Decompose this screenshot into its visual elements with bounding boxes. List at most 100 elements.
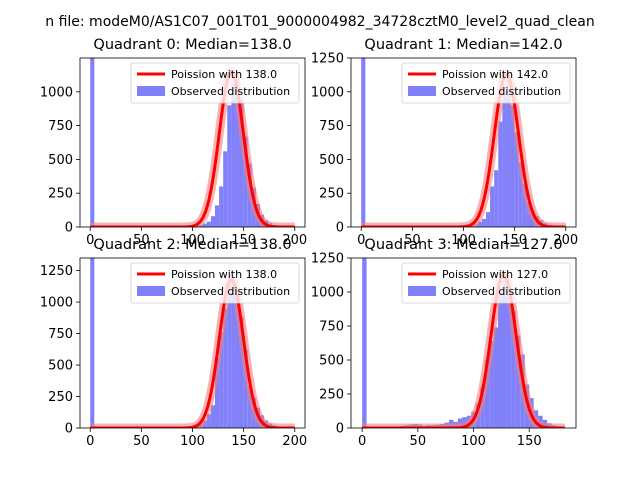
histogram-bar (494, 170, 499, 227)
y-tick-label: 500 (319, 153, 344, 168)
histogram-bar (235, 79, 240, 227)
legend-label-curve: Poission with 142.0 (442, 68, 548, 81)
x-tick-label: 0 (357, 233, 365, 248)
subplot-title: Quadrant 0: Median=138.0 (93, 37, 291, 53)
x-tick-label: 150 (231, 233, 256, 248)
legend-label-hist: Observed distribution (171, 85, 290, 98)
y-tick-label: 750 (319, 320, 344, 335)
poisson-curve (361, 272, 566, 428)
histogram-bar (510, 105, 515, 227)
y-tick-label: 1000 (40, 85, 73, 100)
histogram-bar (490, 186, 495, 227)
histogram-bar (210, 216, 215, 227)
histogram-bar (522, 183, 527, 227)
histogram-bar (231, 83, 236, 227)
y-tick-label: 250 (319, 388, 344, 403)
histogram-bar (227, 105, 232, 227)
zero-spike-bar (361, 58, 366, 227)
histogram-bar (206, 221, 211, 227)
y-tick-label: 0 (336, 221, 344, 236)
legend-hist-swatch (137, 86, 165, 96)
x-tick-label: 0 (86, 434, 94, 449)
figure-suptitle: n file: modeM0/AS1C07_001T01_9000004982_… (45, 14, 594, 30)
zero-spike-bar (90, 258, 95, 428)
x-tick-label: 200 (282, 434, 307, 449)
histogram-bar (515, 335, 521, 428)
histogram-bar (235, 289, 240, 428)
legend-box (401, 62, 571, 104)
x-tick-label: 200 (553, 233, 578, 248)
histogram-bar (239, 317, 244, 428)
histogram-bar (215, 357, 220, 428)
legend: Poission with 138.0 Observed distribution (130, 262, 300, 304)
subplot-title: Quadrant 2: Median=138.0 (93, 237, 291, 253)
histogram-bar (215, 205, 220, 227)
y-tick-label: 500 (48, 153, 73, 168)
legend-box (401, 262, 571, 304)
histogram-bar (247, 385, 252, 428)
x-tick-label: 0 (358, 434, 366, 449)
y-tick-label: 500 (319, 354, 344, 369)
plot-area (86, 258, 299, 428)
subplot-1: 0 50 100 150 200 0 250 500 750 1000 1250 Quadrant 1… (311, 37, 578, 248)
legend-hist-swatch (137, 286, 165, 296)
legend-label-hist: Observed distribution (171, 285, 290, 298)
histogram-bar (219, 332, 224, 428)
y-tick-label: 1250 (311, 252, 344, 267)
axes-frame (350, 257, 577, 429)
x-tick-label: 200 (282, 233, 307, 248)
legend-label-curve: Poission with 127.0 (442, 268, 548, 281)
plot-area (358, 258, 569, 428)
x-tick-label: 100 (180, 233, 205, 248)
histogram-bar (219, 186, 224, 227)
x-tick-label: 150 (231, 434, 256, 449)
histogram-bar (239, 98, 244, 227)
histogram-bar (477, 221, 482, 227)
histogram-bar (202, 223, 207, 227)
histogram-bar (231, 276, 236, 428)
y-tick-label: 0 (65, 422, 73, 437)
x-tick-label: 100 (180, 434, 205, 449)
legend: Poission with 127.0 Observed distribution (401, 262, 571, 304)
y-tick-label: 500 (48, 359, 73, 374)
x-tick-label: 0 (86, 233, 94, 248)
subplot-title: Quadrant 1: Median=142.0 (364, 37, 562, 53)
zero-spike-bar (362, 258, 367, 428)
y-tick-label: 750 (48, 119, 73, 134)
histogram-bar (206, 414, 211, 428)
subplot-title: Quadrant 3: Median=127.0 (364, 237, 562, 253)
histogram-bar (223, 151, 228, 227)
y-tick-label: 1000 (40, 296, 73, 311)
y-tick-label: 0 (336, 422, 344, 437)
histogram-bar (243, 136, 248, 227)
histogram-bar (514, 132, 519, 227)
y-tick-label: 1250 (40, 264, 73, 279)
histogram-bar (223, 308, 228, 428)
subplot-3: 0 50 100 150 0 250 500 750 1000 1250 Quadrant 3: M… (311, 237, 577, 449)
y-tick-label: 0 (65, 221, 73, 236)
zero-spike-bar (90, 58, 95, 227)
x-tick-label: 150 (517, 434, 542, 449)
subplot-0: 0 50 100 150 200 0 250 500 750 1000 Quadrant 0: Me… (40, 37, 307, 248)
histogram-bar (486, 212, 491, 227)
x-tick-label: 100 (461, 434, 486, 449)
legend-box (130, 262, 300, 304)
y-tick-label: 750 (319, 119, 344, 134)
histogram-bar (502, 278, 507, 428)
histogram-bar (518, 162, 523, 227)
legend: Poission with 142.0 Observed distribution (401, 62, 571, 104)
y-tick-label: 1000 (311, 85, 344, 100)
histogram-bar (481, 218, 486, 227)
legend-label-hist: Observed distribution (442, 85, 561, 98)
x-tick-label: 50 (404, 233, 421, 248)
y-tick-label: 250 (319, 187, 344, 202)
x-tick-label: 150 (502, 233, 527, 248)
histogram-bar (511, 311, 516, 428)
legend: Poission with 138.0 Observed distribution (130, 62, 300, 104)
y-tick-label: 250 (48, 187, 73, 202)
legend-box (130, 62, 300, 104)
poisson-curve (89, 277, 296, 428)
y-tick-label: 750 (48, 327, 73, 342)
histogram-bar (506, 78, 511, 227)
